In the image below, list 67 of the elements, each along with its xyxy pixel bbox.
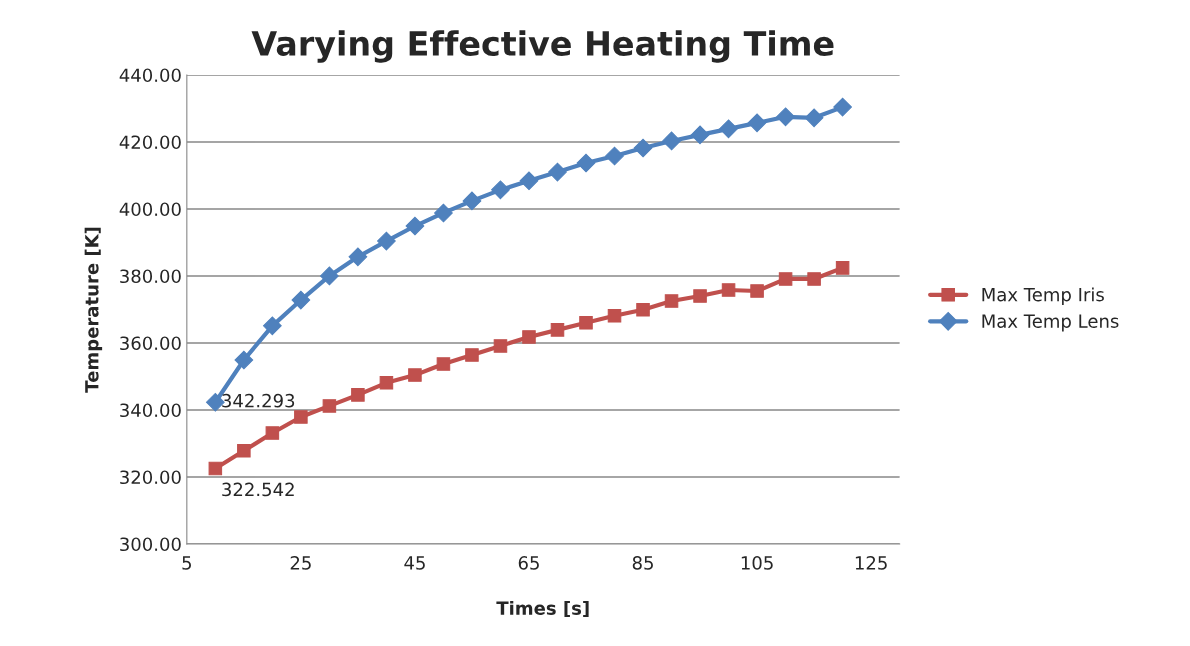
annotation: 342.293 bbox=[222, 393, 295, 408]
point bbox=[351, 388, 365, 402]
legend-label: Max Temp Lens bbox=[982, 314, 1119, 332]
y-tick-label: 360.00 bbox=[120, 336, 181, 351]
y-tick-label: 380.00 bbox=[120, 269, 181, 284]
point bbox=[377, 231, 396, 251]
point bbox=[522, 330, 536, 344]
point bbox=[693, 289, 707, 303]
y-tick-label: 300.00 bbox=[120, 537, 181, 552]
point bbox=[434, 203, 453, 223]
y-tick-label: 420.00 bbox=[119, 135, 181, 150]
y-tick-label: 440.00 bbox=[119, 68, 181, 83]
point bbox=[833, 97, 852, 117]
point bbox=[265, 426, 280, 440]
point bbox=[237, 444, 251, 458]
point bbox=[664, 294, 679, 308]
point bbox=[747, 113, 767, 133]
point bbox=[491, 180, 510, 200]
point bbox=[550, 323, 565, 337]
point bbox=[633, 138, 653, 158]
point bbox=[579, 316, 593, 330]
point bbox=[436, 357, 451, 371]
point bbox=[607, 309, 622, 323]
x-tick-label: 5 bbox=[182, 556, 191, 570]
x-axis-title: Times [s] bbox=[496, 600, 589, 618]
chart-title: Varying Effective Heating Time bbox=[251, 30, 834, 63]
y-tick-label: 340.00 bbox=[120, 403, 181, 418]
x-tick-label: 105 bbox=[741, 556, 773, 570]
point bbox=[804, 108, 824, 128]
point bbox=[320, 266, 339, 286]
point bbox=[776, 107, 795, 127]
point bbox=[322, 399, 337, 413]
point bbox=[208, 461, 223, 476]
legend-label: Max Temp Iris bbox=[982, 287, 1104, 305]
point bbox=[750, 284, 764, 298]
x-tick-label: 25 bbox=[290, 556, 311, 570]
y-tick-label: 320.00 bbox=[120, 470, 181, 485]
x-tick-label: 85 bbox=[632, 556, 653, 570]
point bbox=[719, 119, 738, 139]
x-tick-label: 125 bbox=[855, 556, 887, 570]
point bbox=[778, 272, 793, 286]
point bbox=[465, 348, 479, 362]
point bbox=[493, 339, 508, 353]
point bbox=[379, 376, 394, 390]
point bbox=[835, 261, 850, 275]
point bbox=[548, 162, 567, 182]
y-axis-title: Temperature [K] bbox=[84, 227, 103, 393]
point bbox=[462, 191, 482, 211]
point bbox=[263, 316, 282, 336]
x-tick-label: 65 bbox=[518, 556, 539, 570]
point bbox=[605, 146, 624, 166]
point bbox=[690, 125, 710, 145]
point bbox=[721, 283, 736, 297]
point bbox=[294, 410, 308, 424]
point bbox=[662, 131, 681, 151]
point bbox=[408, 368, 422, 382]
point bbox=[576, 153, 596, 173]
point bbox=[807, 272, 821, 286]
point bbox=[636, 303, 650, 317]
point bbox=[519, 171, 539, 191]
point bbox=[348, 247, 368, 267]
point bbox=[405, 216, 425, 236]
x-tick-label: 45 bbox=[404, 556, 425, 570]
point bbox=[234, 350, 254, 370]
point bbox=[291, 290, 311, 310]
y-tick-label: 400.00 bbox=[119, 202, 181, 217]
annotation: 322.542 bbox=[222, 482, 294, 497]
